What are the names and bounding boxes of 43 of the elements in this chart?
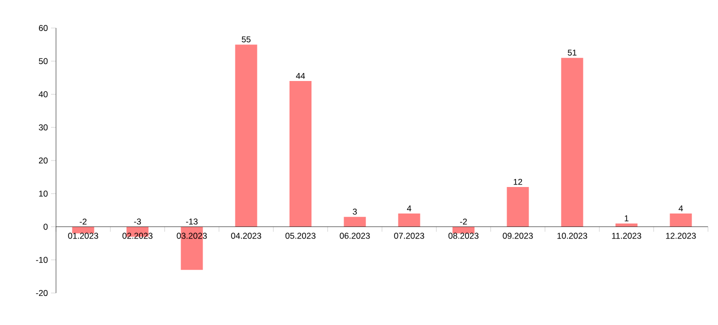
data-label: 12 xyxy=(514,178,522,185)
y-tick-label: 0 xyxy=(44,224,48,230)
data-label: 55 xyxy=(242,36,251,42)
y-tick-label: -10 xyxy=(36,256,48,263)
data-label: 3 xyxy=(352,208,357,215)
bar xyxy=(561,58,584,227)
bar xyxy=(398,214,420,227)
bar xyxy=(506,187,529,227)
x-tick-label: 11.2023 xyxy=(612,232,642,239)
y-tick-label: 50 xyxy=(38,58,48,64)
x-tick-label: 01.2023 xyxy=(68,232,98,239)
x-tick-label: 06.2023 xyxy=(340,232,370,239)
data-label: -13 xyxy=(186,218,198,225)
data-label: -2 xyxy=(460,218,467,225)
y-tick-label: 20 xyxy=(38,158,48,164)
bar xyxy=(72,226,94,234)
data-label: 4 xyxy=(406,205,412,212)
y-tick-label: 30 xyxy=(38,124,48,130)
y-tick-label: 10 xyxy=(39,190,48,197)
data-label: 4 xyxy=(678,205,683,212)
x-tick-label: 03.2023 xyxy=(176,232,207,239)
x-tick-label: 04.2023 xyxy=(231,232,262,239)
bar xyxy=(616,223,638,227)
data-label: 51 xyxy=(568,50,576,56)
y-tick-label: 40 xyxy=(38,91,48,98)
data-label: 44 xyxy=(296,72,305,79)
bar xyxy=(452,226,474,234)
x-tick-label: 02.2023 xyxy=(122,232,152,239)
x-tick-label: 07.2023 xyxy=(394,232,424,239)
data-label: 1 xyxy=(624,215,628,222)
bar xyxy=(235,44,258,227)
x-tick-label: 09.2023 xyxy=(502,232,533,239)
x-tick-label: 08.2023 xyxy=(448,232,478,239)
y-tick-label: 60 xyxy=(38,25,48,32)
data-label: -3 xyxy=(134,218,141,225)
bar xyxy=(344,216,366,227)
data-label: -2 xyxy=(80,218,87,225)
bar xyxy=(290,81,312,227)
x-tick-label: 05.2023 xyxy=(285,232,316,239)
x-tick-label: 10.2023 xyxy=(557,232,588,239)
x-tick-label: 12.2023 xyxy=(666,232,696,239)
bar xyxy=(670,214,692,227)
y-tick-label: -20 xyxy=(36,290,48,296)
